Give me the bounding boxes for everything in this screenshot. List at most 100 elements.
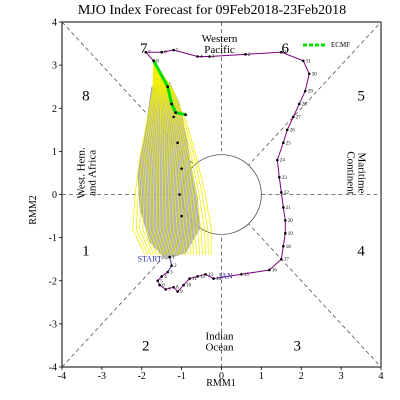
x-tick-label: -1 bbox=[177, 371, 185, 382]
observed-point bbox=[188, 277, 191, 280]
ecmf-mean-line bbox=[152, 59, 188, 117]
observed-point bbox=[196, 55, 199, 58]
observed-point bbox=[282, 206, 285, 209]
observed-point bbox=[168, 255, 171, 259]
observed-day-label: 19 bbox=[288, 232, 294, 237]
observed-point bbox=[291, 115, 295, 119]
observed-point bbox=[208, 55, 211, 58]
observed-day-label: 28 bbox=[302, 102, 308, 107]
observed-point bbox=[172, 285, 175, 289]
observed-point bbox=[280, 50, 283, 54]
observed-point bbox=[284, 219, 287, 222]
observed-point bbox=[244, 53, 247, 56]
ensemble-member-line bbox=[145, 60, 158, 256]
region-label-line: Continent bbox=[345, 151, 357, 194]
ensemble-member-line bbox=[152, 60, 163, 256]
x-tick-label: 1 bbox=[259, 371, 264, 382]
y-tick-label: -1 bbox=[49, 233, 57, 244]
phase-number: 3 bbox=[294, 338, 302, 354]
observed-day-label: 8 bbox=[156, 59, 159, 64]
plot-area bbox=[61, 21, 382, 368]
y-tick-label: 3 bbox=[52, 61, 57, 72]
observed-day-label: 17 bbox=[284, 258, 290, 263]
ensemble-mean-point bbox=[176, 141, 179, 145]
observed-day-label: 25 bbox=[286, 141, 292, 146]
x-tick-label: 3 bbox=[339, 371, 344, 382]
ensemble-member-line bbox=[153, 60, 186, 255]
observed-day-label: 10 bbox=[186, 284, 192, 289]
y-tick-label: 4 bbox=[52, 18, 57, 29]
ensemble-member-line bbox=[153, 60, 209, 255]
phase-number: 7 bbox=[140, 41, 148, 57]
observed-point bbox=[164, 288, 167, 291]
observed-day-label: 2 bbox=[174, 264, 177, 269]
x-tick-label: 4 bbox=[379, 371, 384, 382]
observed-day-label: 8 bbox=[176, 286, 179, 291]
observed-point bbox=[284, 232, 287, 235]
ensemble-mean-point bbox=[172, 115, 175, 119]
observed-point bbox=[196, 275, 199, 278]
ecmf-point bbox=[174, 111, 178, 114]
observed-day-label: 2 bbox=[248, 53, 251, 58]
ensemble-member-line bbox=[135, 60, 155, 256]
ensemble-mean-point bbox=[180, 167, 183, 170]
ensemble-member-line bbox=[153, 60, 183, 255]
observed-point bbox=[307, 72, 311, 76]
observed-day-label: 24 bbox=[280, 159, 286, 164]
observed-point bbox=[285, 128, 289, 132]
ensemble-member-line bbox=[142, 60, 157, 256]
y-tick-label: -3 bbox=[49, 319, 57, 330]
x-axis-label: RMM1 bbox=[206, 378, 235, 389]
ensemble-member-line bbox=[153, 60, 175, 255]
ensemble-member-line bbox=[153, 60, 172, 255]
phase-number: 2 bbox=[142, 338, 150, 354]
x-tick-label: -2 bbox=[138, 371, 146, 382]
region-label-west-hem: West. Hem. and Africa bbox=[75, 147, 98, 199]
observed-day-label: 29 bbox=[308, 90, 314, 95]
observed-point bbox=[156, 279, 159, 283]
y-tick-label: 2 bbox=[52, 104, 57, 115]
x-tick-label: -4 bbox=[58, 371, 66, 382]
observed-point bbox=[170, 264, 173, 267]
observed-day-label: 4 bbox=[200, 55, 203, 60]
observed-point bbox=[160, 275, 163, 278]
observed-point bbox=[297, 102, 301, 106]
observed-day-label: 6 bbox=[162, 284, 165, 289]
observed-point bbox=[158, 283, 161, 287]
observed-day-label: 6 bbox=[164, 51, 167, 56]
observed-day-label: 16 bbox=[272, 268, 278, 273]
y-tick-label: -4 bbox=[49, 363, 57, 374]
observed-day-label: 3 bbox=[170, 271, 173, 276]
region-label-line: Ocean bbox=[205, 342, 234, 354]
observed-day-label: 26 bbox=[290, 128, 296, 133]
observed-day-label: 18 bbox=[286, 245, 292, 250]
observed-point bbox=[172, 48, 175, 52]
observed-point bbox=[166, 270, 169, 274]
ensemble-member-line bbox=[139, 60, 156, 256]
ensemble-member-line bbox=[153, 60, 203, 255]
observed-day-label: 22 bbox=[284, 191, 290, 196]
ensemble-member-line bbox=[153, 60, 169, 255]
observed-point bbox=[204, 272, 207, 276]
observed-point bbox=[280, 257, 283, 261]
phase-number: 4 bbox=[357, 244, 365, 260]
ensemble-mean-point bbox=[178, 193, 181, 196]
observed-day-label: 5 bbox=[160, 279, 163, 284]
ensemble-member-line bbox=[153, 60, 178, 255]
observed-day-label: 1 bbox=[172, 256, 175, 261]
ecmf-point bbox=[184, 113, 188, 117]
x-tick-label: 0 bbox=[219, 371, 224, 382]
observed-day-label: 4 bbox=[164, 275, 167, 280]
observed-point bbox=[160, 50, 163, 54]
ensemble-member-line bbox=[153, 60, 181, 255]
x-tick-label: -3 bbox=[98, 371, 106, 382]
ensemble-member-line bbox=[153, 60, 166, 256]
observed-point bbox=[268, 268, 271, 272]
region-label-line: Western bbox=[202, 33, 238, 45]
observed-day-label: 15 bbox=[244, 273, 250, 278]
observed-point bbox=[144, 50, 148, 54]
